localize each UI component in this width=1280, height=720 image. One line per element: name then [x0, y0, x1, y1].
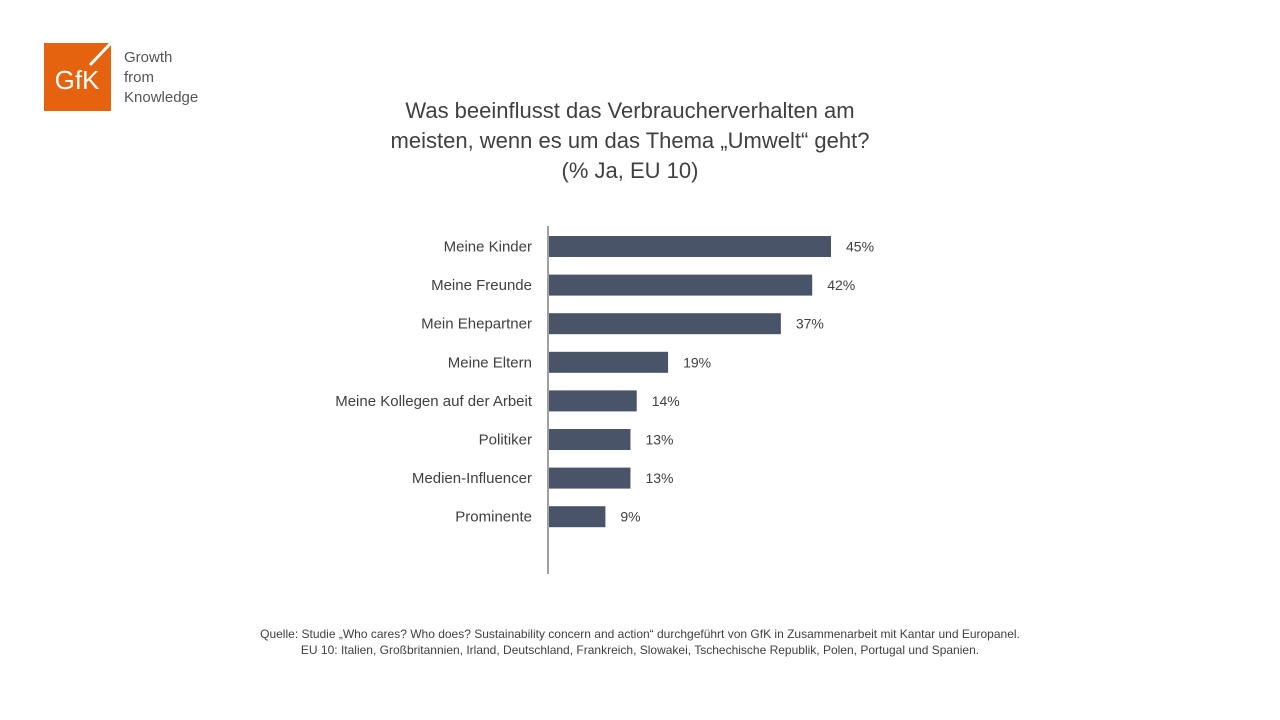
value-label: 14% — [652, 393, 680, 409]
category-label: Medien-Influencer — [412, 470, 532, 487]
category-label: Meine Eltern — [448, 354, 532, 371]
value-label: 42% — [827, 277, 855, 293]
bar-chart: Meine Kinder 45% Meine Freunde 42% Mein Ehep… — [335, 226, 874, 574]
tagline-line-2: from — [124, 69, 154, 86]
value-label: 13% — [645, 432, 673, 448]
footnote-line-2: EU 10: Italien, Großbritannien, Irland, … — [300, 643, 980, 657]
bar — [549, 351, 669, 373]
category-label: Prominente — [455, 509, 532, 526]
category-label: Meine Freunde — [431, 277, 532, 294]
bar — [549, 429, 631, 450]
category-label: Politiker — [479, 432, 532, 449]
bar — [549, 274, 813, 296]
category-label: Meine Kinder — [444, 239, 532, 256]
source-footnote: Quelle: Studie „Who cares? Who does? Sus… — [140, 626, 1140, 658]
logo-text: GfK — [55, 65, 100, 95]
footnote-line-1: Quelle: Studie „Who cares? Who does? Sus… — [260, 627, 1020, 641]
gfk-logo: GfK — [44, 43, 111, 111]
bar — [549, 506, 606, 528]
value-label: 9% — [620, 509, 640, 525]
bar — [549, 313, 781, 335]
bar — [549, 236, 831, 257]
value-label: 37% — [796, 316, 824, 332]
bar — [549, 390, 637, 412]
value-label: 45% — [846, 239, 874, 255]
category-label: Mein Ehepartner — [421, 316, 532, 333]
tagline-line-1: Growth — [124, 49, 173, 66]
brand-tagline: Growth from Knowledge — [124, 48, 198, 108]
chart-title-line-1: Was beeinflusst das Verbraucherverhalten… — [405, 98, 855, 123]
tagline-line-3: Knowledge — [124, 89, 199, 106]
value-label: 13% — [645, 470, 673, 486]
bar — [549, 467, 631, 489]
chart-title-line-2: meisten, wenn es um das Thema „Umwelt“ g… — [390, 128, 870, 153]
category-label: Meine Kollegen auf der Arbeit — [335, 393, 533, 410]
chart-title-line-3: (% Ja, EU 10) — [561, 158, 699, 183]
chart-title: Was beeinflusst das Verbraucherverhalten… — [330, 96, 930, 186]
value-label: 19% — [683, 354, 711, 370]
